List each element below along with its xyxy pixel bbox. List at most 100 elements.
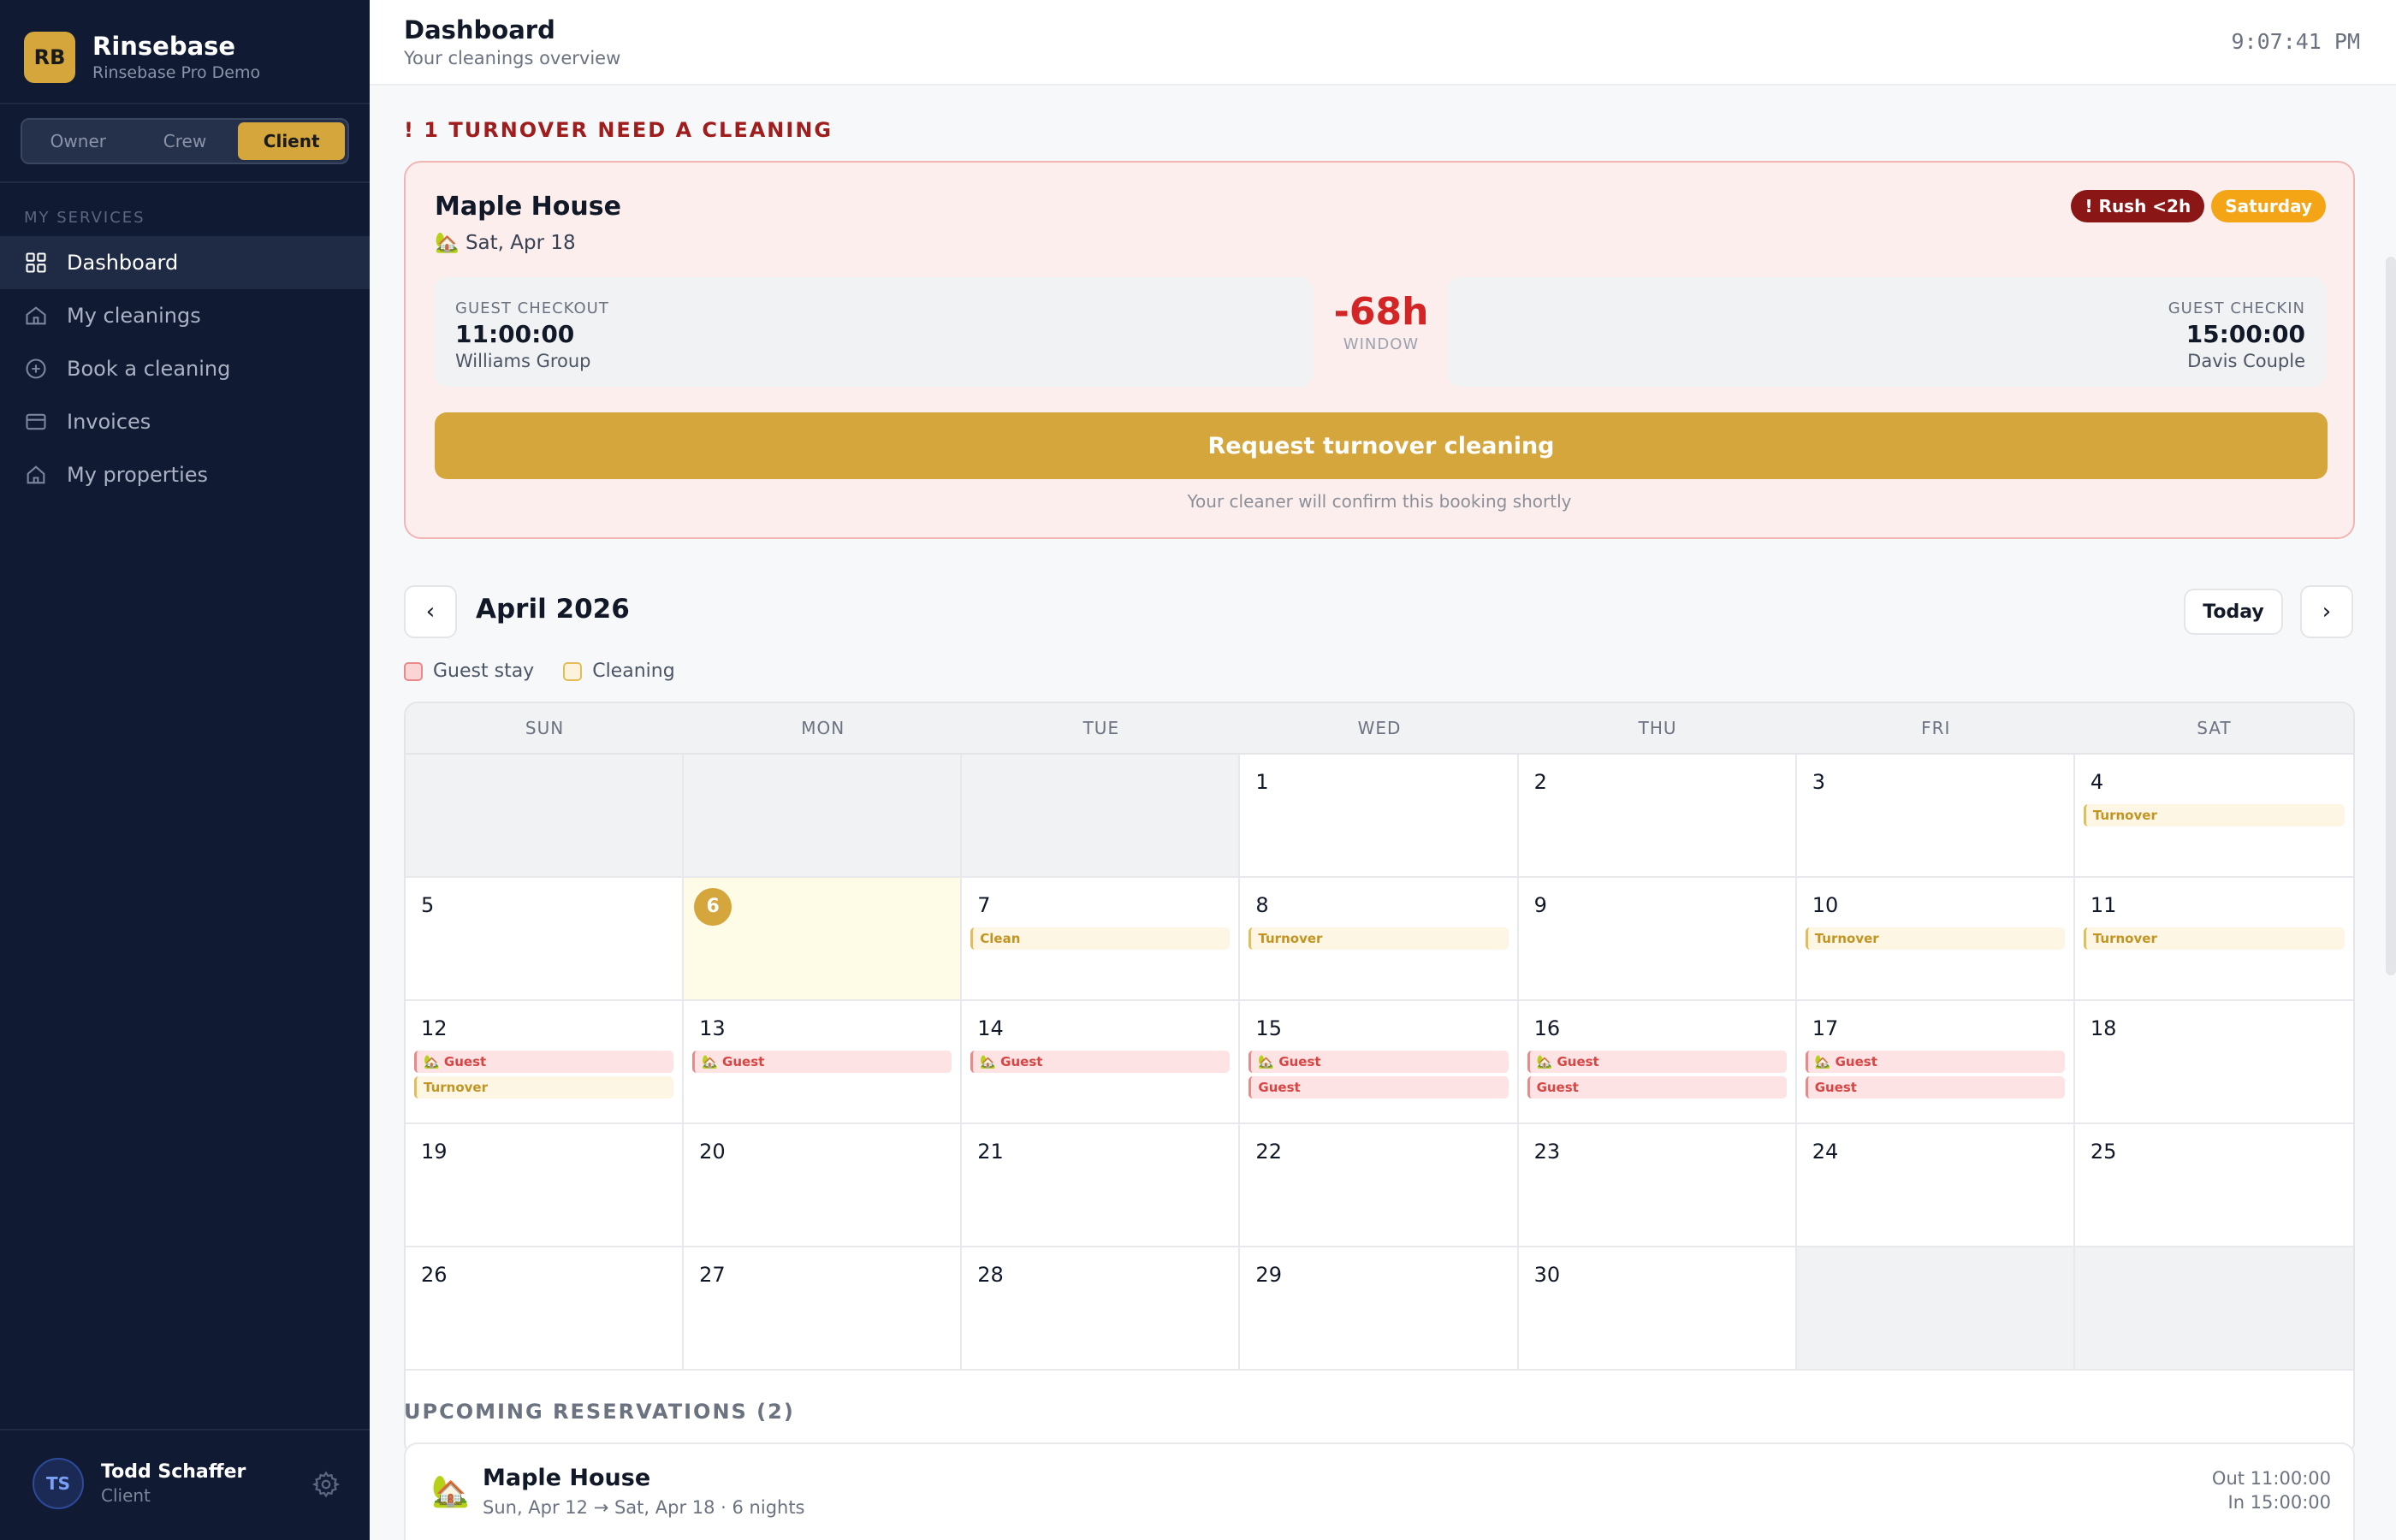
role-owner-button[interactable]: Owner <box>50 131 106 151</box>
calendar-body: 1 2 3 4 Turnover 5 6 7 Clean 8 Turnover 9 10 Turnover… <box>406 755 2353 1371</box>
calendar-day-cell[interactable]: 23 <box>1518 1124 1797 1247</box>
calendar-day-cell[interactable]: 15 🏡 Guest Guest <box>1240 1001 1519 1124</box>
cleaning-event[interactable]: Turnover <box>2083 927 2345 950</box>
house-icon <box>27 465 45 484</box>
calendar-cell-empty <box>406 755 685 878</box>
next-month-button[interactable]: › <box>2300 585 2353 638</box>
weekday-label: FRI <box>1921 718 1951 738</box>
calendar-day-cell[interactable]: 2 <box>1518 755 1797 878</box>
calendar-day-cell[interactable]: 29 <box>1240 1247 1519 1371</box>
calendar-day-cell[interactable]: 26 <box>406 1247 685 1371</box>
calendar-day-cell[interactable]: 24 <box>1796 1124 2075 1247</box>
calendar-day-cell[interactable]: 5 <box>406 878 685 1001</box>
calendar-day-cell[interactable]: 8 Turnover <box>1240 878 1519 1001</box>
calendar-day-cell[interactable]: 1 <box>1240 755 1519 878</box>
calendar-day-cell[interactable]: 18 <box>2074 1001 2353 1124</box>
weekday-label: MON <box>801 718 845 738</box>
reservation-card[interactable]: 🏡 Maple House Sun, Apr 12 → Sat, Apr 18 … <box>404 1442 2355 1540</box>
sidebar-item-dashboard[interactable]: Dashboard <box>0 236 370 289</box>
calendar-day-cell[interactable]: 12 🏡 Guest Turnover <box>406 1001 685 1124</box>
day-number: 21 <box>977 1140 1004 1164</box>
role-client-button[interactable]: Client <box>238 122 346 160</box>
page-header: Dashboard Your cleanings overview 9:07:4… <box>370 0 2396 86</box>
weekday-label: SAT <box>2197 718 2232 738</box>
user-role: Client <box>101 1485 151 1506</box>
reservation-checkout: Out 11:00:00 <box>2211 1468 2331 1489</box>
calendar-day-cell[interactable]: 14 🏡 Guest <box>962 1001 1241 1124</box>
cleaning-event[interactable]: Turnover <box>1248 927 1509 950</box>
cleaning-event[interactable]: Turnover <box>1805 927 2065 950</box>
guest-stay-event[interactable]: 🏡 Guest <box>414 1051 674 1073</box>
calendar-day-cell[interactable]: 13 🏡 Guest <box>684 1001 963 1124</box>
request-turnover-button[interactable]: Request turnover cleaning <box>435 412 2328 479</box>
gear-icon[interactable] <box>311 1470 341 1499</box>
day-number: 18 <box>2090 1016 2117 1040</box>
guest-stay-event[interactable]: 🏡 Guest <box>1527 1051 1787 1073</box>
calendar-day-cell[interactable]: 7 Clean <box>962 878 1241 1001</box>
day-number: 4 <box>2090 770 2104 794</box>
sidebar-item-book-cleaning[interactable]: Book a cleaning <box>0 342 370 395</box>
legend-swatch <box>563 661 583 681</box>
calendar-day-cell[interactable]: 4 Turnover <box>2074 755 2353 878</box>
prev-month-button[interactable]: ‹ <box>404 585 457 638</box>
calendar-day-cell[interactable]: 17 🏡 Guest Guest <box>1796 1001 2075 1124</box>
divider <box>0 181 370 183</box>
checkin-label: GUEST CHECKIN <box>2168 299 2305 317</box>
calendar-day-cell[interactable]: 27 <box>684 1247 963 1371</box>
guest-stay-event[interactable]: 🏡 Guest <box>970 1051 1231 1073</box>
cleaning-event[interactable]: Clean <box>970 927 1231 950</box>
calendar-day-cell[interactable]: 10 Turnover <box>1796 878 2075 1001</box>
day-number: 9 <box>1533 893 1547 917</box>
day-number: 26 <box>421 1263 448 1287</box>
calendar-day-cell[interactable]: 3 <box>1796 755 2075 878</box>
legend-guest-stay: Guest stay <box>404 660 534 682</box>
calendar-day-cell[interactable]: 16 🏡 Guest Guest <box>1518 1001 1797 1124</box>
calendar-day-cell[interactable]: 11 Turnover <box>2074 878 2353 1001</box>
today-button[interactable]: Today <box>2184 589 2283 635</box>
cleaning-event[interactable]: Turnover <box>414 1076 674 1099</box>
day-number: 2 <box>1533 770 1547 794</box>
guest-stay-event[interactable]: 🏡 Guest <box>1248 1051 1509 1073</box>
cleaning-event[interactable]: Turnover <box>2083 804 2345 826</box>
weekday-label: THU <box>1638 718 1677 738</box>
house-emoji-icon: 🏡 <box>435 232 460 254</box>
checkout-label: GUEST CHECKOUT <box>455 299 609 317</box>
calendar-day-cell[interactable]: 20 <box>684 1124 963 1247</box>
day-number: 27 <box>699 1263 726 1287</box>
role-crew-button[interactable]: Crew <box>163 131 207 151</box>
checkout-guest: Williams Group <box>455 351 591 371</box>
sidebar-item-invoices[interactable]: Invoices <box>0 395 370 448</box>
upcoming-title: UPCOMING RESERVATIONS (2) <box>404 1400 795 1424</box>
checkin-time: 15:00:00 <box>2185 320 2305 348</box>
calendar-day-cell[interactable]: 9 <box>1518 878 1797 1001</box>
page-subtitle: Your cleanings overview <box>404 48 621 68</box>
guest-stay-event[interactable]: Guest <box>1248 1076 1509 1099</box>
sidebar-item-label: Dashboard <box>67 251 179 275</box>
calendar-day-cell[interactable]: 25 <box>2074 1124 2353 1247</box>
nav-section-label: MY SERVICES <box>24 209 145 227</box>
day-number: 17 <box>1812 1016 1839 1040</box>
calendar-day-cell[interactable]: 30 <box>1518 1247 1797 1371</box>
reservation-checkin: In 15:00:00 <box>2227 1492 2332 1513</box>
calendar-cell-empty <box>1796 1247 2075 1371</box>
calendar-day-cell[interactable]: 19 <box>406 1124 685 1247</box>
guest-stay-event[interactable]: 🏡 Guest <box>1805 1051 2065 1073</box>
day-number: 11 <box>2090 893 2117 917</box>
day-number: 8 <box>1255 893 1269 917</box>
brand[interactable]: RB Rinsebase Rinsebase Pro Demo <box>24 31 260 84</box>
sidebar-item-my-properties[interactable]: My properties <box>0 448 370 501</box>
app-subtitle: Rinsebase Pro Demo <box>92 63 261 82</box>
guest-checkin-box: GUEST CHECKIN 15:00:00 Davis Couple <box>1448 277 2326 387</box>
calendar-day-cell[interactable]: 28 <box>962 1247 1241 1371</box>
sidebar-item-my-cleanings[interactable]: My cleanings <box>0 289 370 342</box>
user-profile[interactable]: TS Todd Schaffer Client <box>33 1458 341 1509</box>
home-icon <box>26 306 46 325</box>
calendar-day-cell[interactable]: 22 <box>1240 1124 1519 1247</box>
plus-circle-icon <box>26 358 46 379</box>
calendar-day-cell[interactable]: 6 <box>684 878 963 1001</box>
guest-stay-event[interactable]: 🏡 Guest <box>692 1051 952 1073</box>
guest-stay-event[interactable]: Guest <box>1805 1076 2065 1099</box>
scrollbar[interactable] <box>2386 257 2396 975</box>
guest-stay-event[interactable]: Guest <box>1527 1076 1787 1099</box>
calendar-day-cell[interactable]: 21 <box>962 1124 1241 1247</box>
